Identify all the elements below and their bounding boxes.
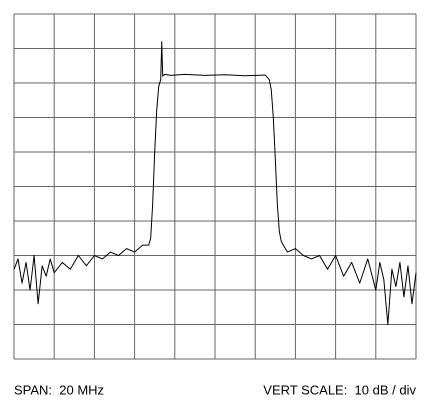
- scale-label: VERT SCALE: 10 dB / div: [263, 382, 416, 397]
- span-label: SPAN: 20 MHz: [14, 382, 104, 397]
- trace: [13, 41, 417, 325]
